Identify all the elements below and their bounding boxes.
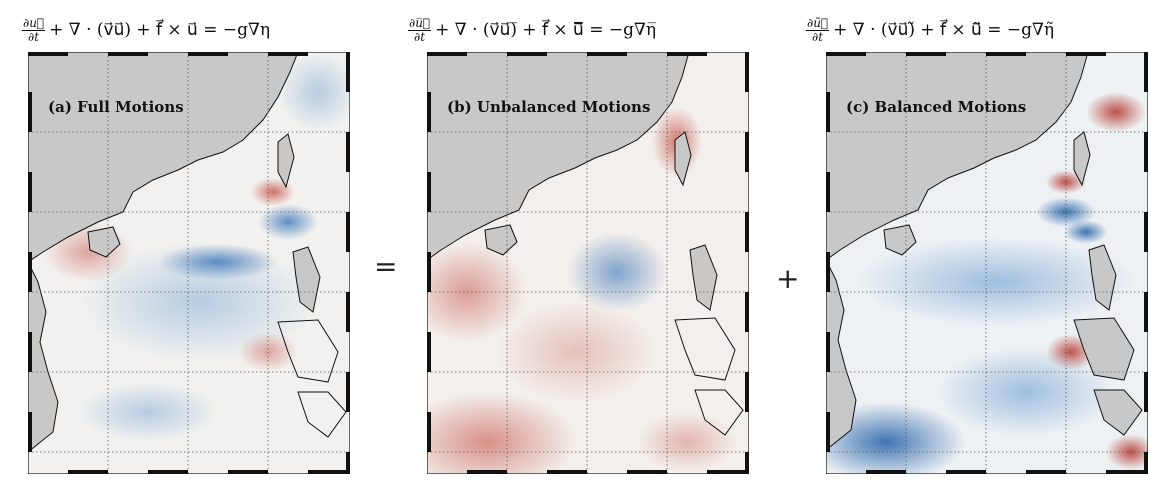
- panel-label-full: (a) Full Motions: [48, 98, 184, 116]
- equation-unbalanced: ∂u̅⃗ ∂t + ∇ · (v⃗u⃗)̅ + f⃗ × u⃗̅ = −g∇η̅: [408, 15, 657, 44]
- equation-full: ∂u⃗ ∂t + ∇ · (v⃗u⃗) + f⃗ × u⃗ = −g∇η: [22, 15, 271, 44]
- panel-label-balanced: (c) Balanced Motions: [846, 98, 1027, 116]
- plus-sign: +: [776, 262, 800, 295]
- equation-balanced: ∂ũ⃗ ∂t + ∇ · (v⃗u⃗)̃ + f⃗ × u⃗̃ = −g∇η̃: [806, 15, 1055, 44]
- panel-balanced-motions: (c) Balanced Motions: [826, 52, 1148, 474]
- map-balanced-motions: [826, 52, 1148, 474]
- map-full-motions: [28, 52, 350, 474]
- panel-label-unbalanced: (b) Unbalanced Motions: [447, 98, 651, 116]
- map-unbalanced-motions: [427, 52, 749, 474]
- equals-sign: =: [374, 250, 398, 283]
- panel-full-motions: (a) Full Motions: [28, 52, 350, 474]
- panel-unbalanced-motions: (b) Unbalanced Motions: [427, 52, 749, 474]
